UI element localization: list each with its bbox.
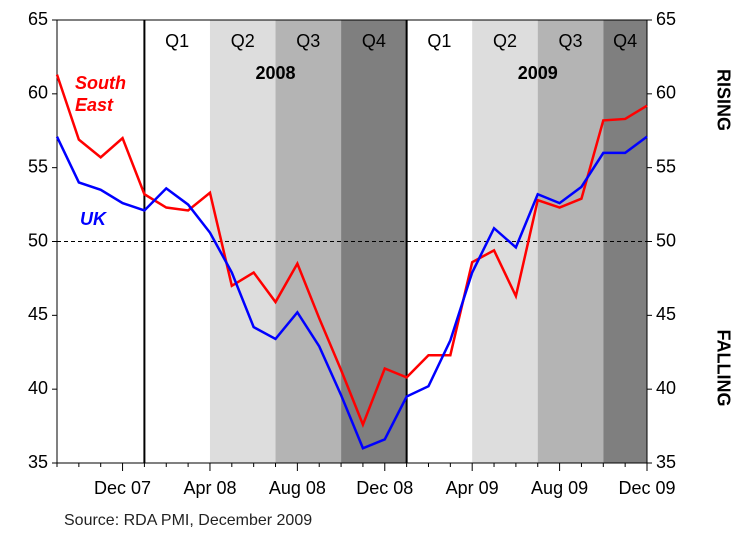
quarter-label: Q2 bbox=[231, 31, 255, 51]
quarter-label: Q1 bbox=[165, 31, 189, 51]
y-tick-label: 50 bbox=[28, 230, 48, 250]
x-tick-label: Apr 08 bbox=[183, 478, 236, 498]
y2-tick-label: 60 bbox=[656, 83, 676, 103]
quarter-label: Q4 bbox=[362, 31, 386, 51]
y2-tick-label: 40 bbox=[656, 378, 676, 398]
x-tick-label: Aug 09 bbox=[531, 478, 588, 498]
y2-tick-label: 35 bbox=[656, 452, 676, 472]
side-label: FALLING bbox=[713, 330, 733, 407]
x-tick-label: Dec 07 bbox=[94, 478, 151, 498]
y-tick-label: 35 bbox=[28, 452, 48, 472]
y2-tick-label: 55 bbox=[656, 156, 676, 176]
y2-tick-label: 50 bbox=[656, 230, 676, 250]
x-tick-label: Dec 08 bbox=[356, 478, 413, 498]
quarter-label: Q2 bbox=[493, 31, 517, 51]
year-label: 2008 bbox=[255, 63, 295, 83]
y-tick-label: 65 bbox=[28, 9, 48, 29]
y-tick-label: 60 bbox=[28, 83, 48, 103]
series-line bbox=[55, 135, 648, 450]
y2-tick-label: 45 bbox=[656, 304, 676, 324]
series-label: South East bbox=[75, 73, 126, 115]
x-tick-label: Dec 09 bbox=[618, 478, 675, 498]
y-tick-label: 40 bbox=[28, 378, 48, 398]
y2-tick-label: 65 bbox=[656, 9, 676, 29]
quarter-label: Q3 bbox=[559, 31, 583, 51]
quarter-label: Q3 bbox=[296, 31, 320, 51]
y-tick-label: 55 bbox=[28, 156, 48, 176]
y-tick-label: 45 bbox=[28, 304, 48, 324]
side-label: RISING bbox=[713, 69, 733, 131]
x-tick-label: Apr 09 bbox=[446, 478, 499, 498]
x-tick-label: Aug 08 bbox=[269, 478, 326, 498]
series-label: UK bbox=[80, 209, 106, 229]
quarter-label: Q1 bbox=[427, 31, 451, 51]
quarter-label: Q4 bbox=[613, 31, 637, 51]
source: Source: RDA PMI, December 2009 bbox=[64, 512, 313, 529]
year-label: 2009 bbox=[518, 63, 558, 83]
